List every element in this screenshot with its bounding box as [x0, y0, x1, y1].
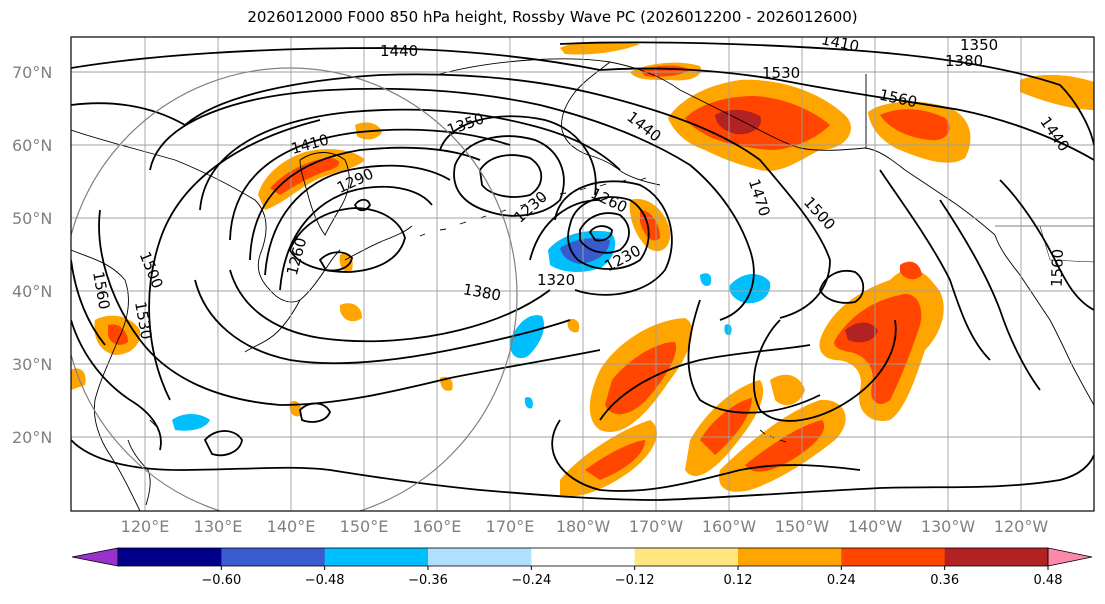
- colorbar-extend-max: [1047, 547, 1093, 567]
- colorbar-segment: [634, 548, 739, 566]
- map-title: 2026012000 F000 850 hPa height, Rossby W…: [247, 8, 858, 26]
- colorbar: −0.60 −0.48 −0.36 −0.24 −0.12 0.12 0.24 0.36 0.4…: [71, 547, 1093, 588]
- colorbar-segment: [531, 548, 636, 566]
- contour-label: 1350: [960, 36, 998, 54]
- lon-label: 160°E: [413, 517, 462, 536]
- lon-label: 170°E: [486, 517, 535, 536]
- colorbar-segment: [221, 548, 326, 566]
- region-circle: [71, 67, 518, 511]
- lat-label: 50°N: [12, 209, 52, 228]
- colorbar-tick-label: −0.12: [615, 573, 655, 588]
- colorbar-segment: [738, 548, 842, 566]
- colorbar-tick-label: 0.48: [1034, 573, 1063, 588]
- colorbar-tick-label: −0.60: [201, 573, 241, 588]
- map-border: [70, 36, 1095, 512]
- lon-label: 130°E: [194, 517, 243, 536]
- colorbar-segment: [428, 548, 532, 566]
- contour-label: 1560: [1048, 249, 1067, 288]
- lon-label: 140°E: [267, 517, 316, 536]
- longitude-labels: 120°E 130°E 140°E 150°E 160°E 170°E 180°…: [121, 517, 1049, 536]
- lon-label: 150°E: [340, 517, 389, 536]
- height-contours: [71, 41, 1094, 501]
- lat-label: 40°N: [12, 282, 52, 301]
- lon-label: 170°W: [629, 517, 684, 536]
- colorbar-segment: [841, 548, 946, 566]
- contour-label: 1380: [945, 52, 983, 70]
- lon-label: 180°W: [556, 517, 611, 536]
- lon-label: 120°W: [994, 517, 1049, 536]
- lat-label: 60°N: [12, 136, 52, 155]
- colorbar-tick-label: −0.24: [511, 573, 551, 588]
- colorbar-tick-label: 0.12: [724, 573, 753, 588]
- colorbar-tick-label: −0.48: [305, 573, 345, 588]
- colorbar-extend-min: [71, 547, 119, 567]
- colorbar-tick-label: 0.24: [827, 573, 856, 588]
- colorbar-tick-label: −0.36: [408, 573, 448, 588]
- anomaly-shading: [71, 41, 1094, 497]
- lat-label: 30°N: [12, 355, 52, 374]
- lon-label: 130°W: [921, 517, 976, 536]
- colorbar-segment: [118, 548, 222, 566]
- contour-label: 1320: [537, 271, 575, 289]
- colorbar-segment: [944, 548, 1049, 566]
- contour-label: 1530: [762, 64, 800, 82]
- lat-label: 70°N: [12, 63, 52, 82]
- lon-label: 150°W: [775, 517, 830, 536]
- contour-label: 1440: [380, 42, 418, 60]
- colorbar-outline: [117, 547, 1049, 567]
- lat-label: 20°N: [12, 428, 52, 447]
- lon-label: 120°E: [121, 517, 170, 536]
- latitude-labels: 70°N 60°N 50°N 40°N 30°N 20°N: [12, 63, 52, 447]
- coastlines: [71, 58, 1094, 511]
- colorbar-segment: [324, 548, 429, 566]
- lon-label: 140°W: [848, 517, 903, 536]
- lon-label: 160°W: [702, 517, 757, 536]
- colorbar-tick-label: 0.36: [930, 573, 959, 588]
